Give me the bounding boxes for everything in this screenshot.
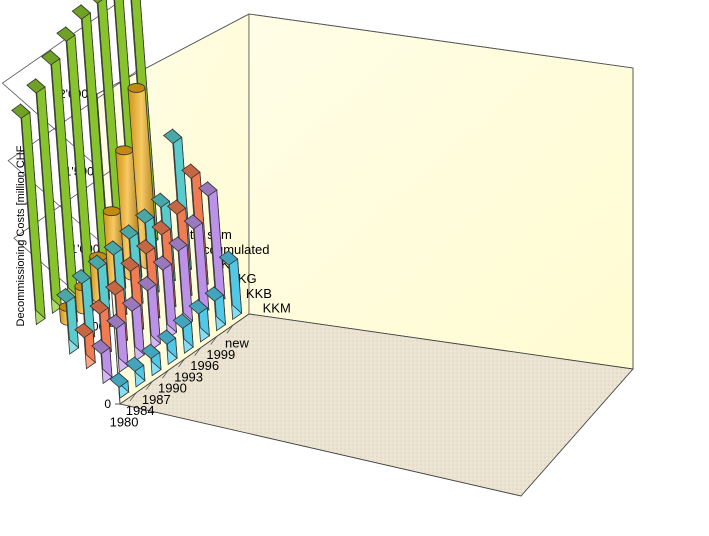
bar-face [71, 269, 91, 285]
bar-face [105, 280, 125, 296]
bar-face [87, 254, 107, 271]
bar-face [150, 192, 171, 208]
bar-face [172, 313, 193, 329]
x-category-label: 1980 [110, 414, 139, 429]
bar-kkm [141, 343, 162, 377]
bar-face [198, 181, 218, 197]
bar-face [71, 4, 91, 20]
bar-face [74, 322, 94, 339]
x-category-label: 1996 [190, 358, 219, 373]
bar-kkm [188, 298, 210, 343]
bar-face [156, 329, 177, 345]
bar-kkm [172, 313, 194, 354]
bar-kkm [156, 329, 178, 366]
bar-kkb [121, 296, 145, 362]
bar-face [141, 343, 161, 360]
bar-face [152, 255, 173, 271]
bar-face [103, 240, 123, 256]
x-category-label: 1990 [158, 381, 187, 396]
bar-face [92, 0, 103, 4]
back-wall [248, 13, 634, 370]
bar-kkl [56, 287, 80, 355]
series-axis-label: KKB [246, 286, 272, 301]
bar-face [41, 50, 61, 66]
bar-face [188, 299, 208, 315]
bars [11, 0, 243, 399]
bar-total-sum [26, 77, 62, 315]
bar-face [137, 275, 157, 292]
depth-tick-mark [248, 313, 258, 316]
x-tick-mark [178, 358, 185, 368]
bar-face [162, 128, 183, 145]
bar-face [181, 163, 201, 179]
bar-face [115, 145, 134, 156]
series-axis-label: KKM [263, 301, 291, 316]
bar-face [218, 250, 239, 266]
bar-kkm [124, 356, 146, 388]
bar-face [151, 220, 171, 236]
bar-kkm [109, 372, 130, 399]
x-category-label: 1999 [206, 347, 235, 362]
bar-face [124, 356, 145, 372]
bar-face [166, 199, 187, 215]
x-tick-mark [145, 381, 153, 390]
bar-face [134, 208, 155, 224]
x-tick-mark [129, 392, 137, 401]
plot-frame [96, 13, 634, 497]
bar-face [109, 372, 129, 388]
bar-kkg [74, 322, 96, 370]
bar-total-sum [11, 103, 46, 326]
x-tick-mark [194, 347, 201, 356]
bar-face [168, 236, 188, 252]
y-axis-label: Decommissioning Costs [million CHF [15, 145, 27, 326]
bar-total-sum [56, 26, 94, 292]
bar-kkm [218, 249, 243, 321]
bar-kkb [137, 275, 161, 351]
x-category-label: 1984 [126, 403, 155, 418]
bar-kkb [168, 236, 194, 328]
x-tick-mark [210, 336, 218, 345]
bar-kkb [91, 338, 113, 385]
bar-face [119, 224, 139, 240]
bar-kkb [152, 255, 177, 340]
bar-face [56, 288, 76, 304]
bar-face [120, 256, 140, 272]
bar-face [89, 299, 109, 315]
x-category-label: 1987 [142, 392, 171, 407]
y-tick-label: 0 [104, 397, 111, 411]
bar-face [127, 83, 146, 93]
bar-face [204, 286, 224, 302]
x-tick-mark [162, 370, 169, 379]
bar-face [135, 239, 156, 255]
bar-kkb [106, 313, 129, 373]
bar-kkb [198, 180, 226, 306]
bar-face [26, 78, 46, 94]
x-category-label: new [225, 336, 249, 351]
bar-kkm [204, 285, 226, 332]
bar-face [121, 296, 142, 312]
bar-face [106, 313, 126, 330]
bar-face [91, 339, 111, 355]
x-category-label: 1993 [174, 369, 203, 384]
x-tick-mark [226, 325, 234, 334]
bar-face [11, 103, 31, 119]
bar-face [183, 214, 203, 230]
bar-face [56, 26, 76, 42]
bar-face [102, 206, 121, 217]
